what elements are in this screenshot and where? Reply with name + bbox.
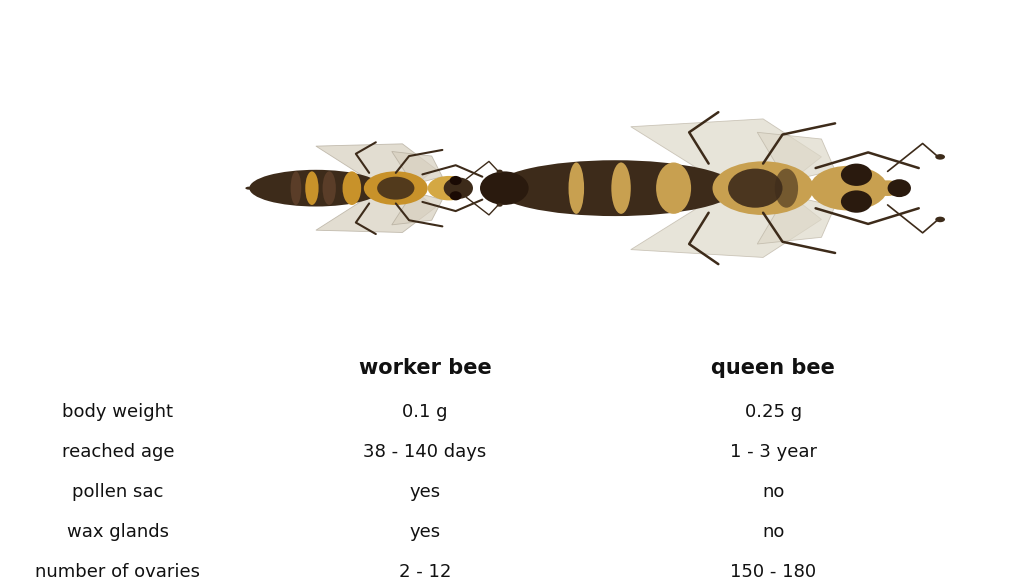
Ellipse shape	[428, 176, 470, 201]
Ellipse shape	[450, 176, 462, 185]
Text: yes: yes	[410, 483, 440, 500]
Text: reached age: reached age	[61, 443, 174, 460]
Text: body weight: body weight	[62, 403, 173, 420]
Ellipse shape	[497, 169, 503, 173]
Text: 2 - 12: 2 - 12	[398, 563, 452, 580]
Polygon shape	[631, 119, 821, 182]
Ellipse shape	[450, 191, 462, 201]
Ellipse shape	[935, 154, 945, 160]
Ellipse shape	[497, 203, 503, 207]
Ellipse shape	[841, 163, 872, 186]
Ellipse shape	[364, 171, 428, 205]
Text: 0.25 g: 0.25 g	[744, 403, 802, 420]
Ellipse shape	[713, 161, 814, 215]
Ellipse shape	[323, 171, 336, 205]
Polygon shape	[392, 192, 442, 225]
Text: yes: yes	[410, 523, 440, 540]
Ellipse shape	[494, 161, 737, 216]
Text: wax glands: wax glands	[67, 523, 169, 540]
Ellipse shape	[480, 172, 528, 205]
Ellipse shape	[874, 181, 901, 196]
Ellipse shape	[586, 162, 605, 214]
Polygon shape	[315, 192, 436, 232]
Polygon shape	[757, 195, 836, 244]
Ellipse shape	[656, 162, 691, 214]
Text: 150 - 180: 150 - 180	[730, 563, 816, 580]
Text: number of ovaries: number of ovaries	[35, 563, 201, 580]
Ellipse shape	[888, 179, 911, 197]
Ellipse shape	[250, 170, 383, 206]
Ellipse shape	[342, 171, 361, 205]
Ellipse shape	[810, 166, 888, 211]
Polygon shape	[392, 152, 442, 185]
Text: worker bee: worker bee	[358, 358, 492, 377]
Ellipse shape	[611, 162, 631, 214]
Ellipse shape	[443, 178, 473, 199]
Ellipse shape	[305, 171, 318, 205]
Text: queen bee: queen bee	[712, 358, 835, 377]
Ellipse shape	[935, 216, 945, 222]
Ellipse shape	[377, 177, 415, 200]
Ellipse shape	[775, 169, 798, 208]
Ellipse shape	[246, 186, 253, 190]
Text: 1 - 3 year: 1 - 3 year	[730, 443, 816, 460]
Polygon shape	[631, 195, 821, 258]
Ellipse shape	[841, 191, 872, 213]
Text: no: no	[762, 483, 784, 500]
Ellipse shape	[629, 162, 652, 214]
Ellipse shape	[568, 162, 584, 214]
Polygon shape	[315, 144, 436, 185]
Ellipse shape	[728, 169, 782, 208]
Text: 0.1 g: 0.1 g	[402, 403, 447, 420]
Text: pollen sac: pollen sac	[72, 483, 164, 500]
Text: no: no	[762, 523, 784, 540]
Polygon shape	[757, 132, 836, 182]
Ellipse shape	[291, 171, 301, 205]
Text: 38 - 140 days: 38 - 140 days	[364, 443, 486, 460]
